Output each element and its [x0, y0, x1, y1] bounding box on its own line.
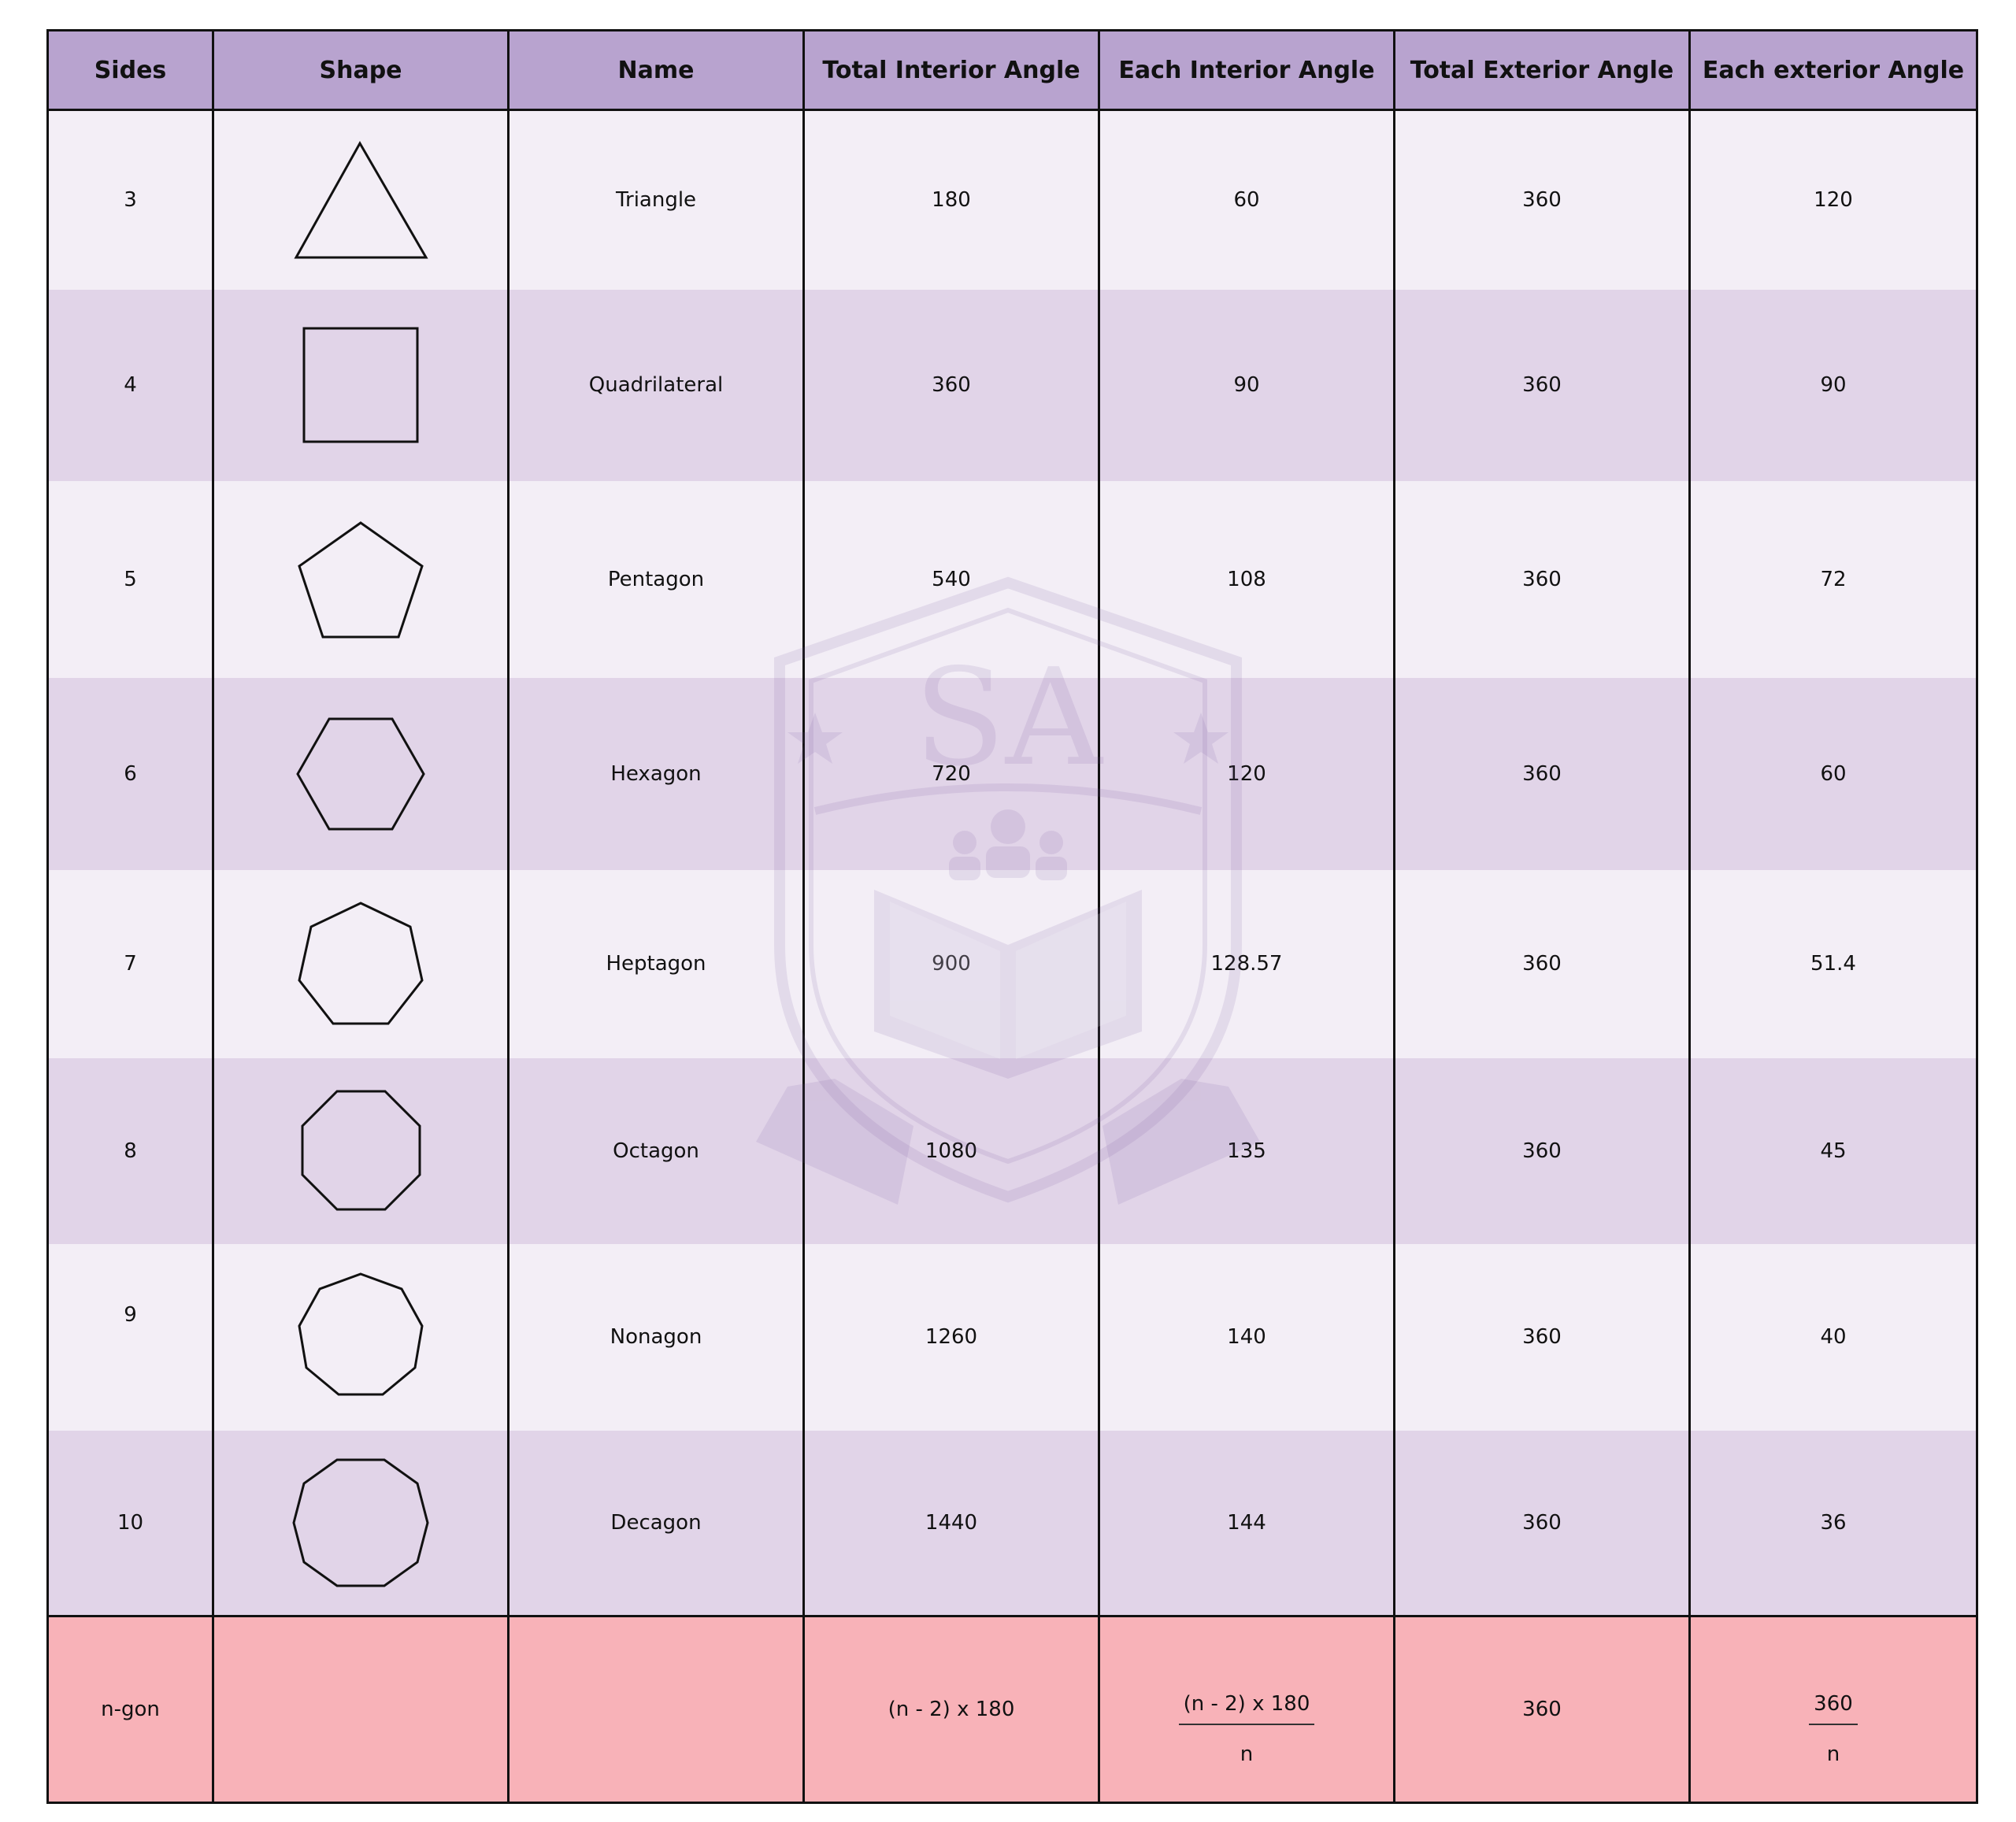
- total-interior-formula: (n - 2) x 180: [802, 1615, 1100, 1804]
- sides-cell: n-gon: [46, 1615, 214, 1804]
- each-exterior-cell: 40: [1688, 1243, 1978, 1431]
- fraction: (n - 2) x 180 n: [1178, 1692, 1315, 1766]
- header-each-exterior-angle: Each exterior Angle: [1688, 29, 1978, 111]
- shape-cell: [212, 289, 510, 481]
- total-exterior-cell: 360: [1393, 1430, 1691, 1617]
- total-exterior-cell: 360: [1393, 677, 1691, 870]
- name-cell: Hexagon: [507, 677, 805, 870]
- total-interior-cell: 180: [802, 109, 1100, 290]
- name-cell: Pentagon: [507, 480, 805, 678]
- total-exterior-cell: 360: [1393, 289, 1691, 481]
- header-total-exterior-angle: Total Exterior Angle: [1393, 29, 1691, 111]
- hexagon-shape: [296, 717, 425, 830]
- each-exterior-cell: 72: [1688, 480, 1978, 678]
- total-interior-cell: 1260: [802, 1243, 1100, 1431]
- each-interior-cell: 144: [1098, 1430, 1395, 1617]
- each-exterior-formula: 360 n: [1688, 1615, 1978, 1804]
- formula-row: n-gon (n - 2) x 180 (n - 2) x 180 n 360 …: [46, 1615, 1978, 1804]
- sides-cell: 6: [46, 677, 214, 870]
- sides-cell: 3: [46, 109, 214, 290]
- pentagon-shape: [298, 520, 424, 638]
- total-interior-cell: 1080: [802, 1057, 1100, 1244]
- name-cell: Decagon: [507, 1430, 805, 1617]
- sides-cell: 4: [46, 289, 214, 481]
- shape-cell: [212, 480, 510, 678]
- table-row: 7 Heptagon 900 128.57 360 51.4: [46, 869, 1978, 1058]
- name-cell: Quadrilateral: [507, 289, 805, 481]
- nonagon-shape: [298, 1272, 424, 1396]
- name-cell: Heptagon: [507, 869, 805, 1058]
- polygon-angles-table: Sides Shape Name Total Interior Angle Ea…: [46, 29, 1978, 1804]
- table-row: 4 Quadrilateral 360 90 360 90: [46, 289, 1978, 481]
- each-interior-cell: 140: [1098, 1243, 1395, 1431]
- each-interior-cell: 135: [1098, 1057, 1395, 1244]
- fraction-numerator: 360: [1809, 1692, 1858, 1725]
- header-row: Sides Shape Name Total Interior Angle Ea…: [46, 29, 1978, 111]
- table-row: 8 Octagon 1080 135 360 45: [46, 1057, 1978, 1244]
- each-exterior-cell: 120: [1688, 109, 1978, 290]
- square-shape: [302, 327, 419, 443]
- fraction-denominator: n: [1826, 1742, 1840, 1766]
- header-total-interior-angle: Total Interior Angle: [802, 29, 1100, 111]
- shape-cell: [212, 109, 510, 290]
- total-interior-cell: 900: [802, 869, 1100, 1058]
- sides-cell: 8: [46, 1057, 214, 1244]
- each-exterior-cell: 51.4: [1688, 869, 1978, 1058]
- total-exterior-cell: 360: [1393, 109, 1691, 290]
- heptagon-shape: [298, 901, 424, 1024]
- each-interior-formula: (n - 2) x 180 n: [1098, 1615, 1395, 1804]
- each-interior-cell: 108: [1098, 480, 1395, 678]
- sides-cell: 5: [46, 480, 214, 678]
- shape-cell: [212, 1243, 510, 1431]
- each-exterior-cell: 45: [1688, 1057, 1978, 1244]
- shape-cell: [212, 869, 510, 1058]
- table-row: 6 Hexagon 720 120 360 60: [46, 677, 1978, 870]
- table-row: 5 Pentagon 540 108 360 72: [46, 480, 1978, 678]
- each-exterior-cell: 60: [1688, 677, 1978, 870]
- table-row: 10 Decagon 1440 144 360 36: [46, 1430, 1978, 1617]
- name-cell: Triangle: [507, 109, 805, 290]
- octagon-shape: [301, 1090, 421, 1211]
- name-cell: Octagon: [507, 1057, 805, 1244]
- fraction-denominator: n: [1240, 1742, 1254, 1766]
- fraction: 360 n: [1809, 1692, 1858, 1766]
- total-interior-cell: 540: [802, 480, 1100, 678]
- decagon-shape: [292, 1458, 429, 1587]
- sides-cell: 10: [46, 1430, 214, 1617]
- each-interior-cell: 90: [1098, 289, 1395, 481]
- each-exterior-cell: 90: [1688, 289, 1978, 481]
- total-exterior-cell: 360: [1393, 480, 1691, 678]
- total-interior-cell: 1440: [802, 1430, 1100, 1617]
- shape-cell: [212, 1430, 510, 1617]
- total-interior-cell: 360: [802, 289, 1100, 481]
- each-interior-cell: 60: [1098, 109, 1395, 290]
- sides-cell: 9: [46, 1243, 214, 1431]
- header-sides: Sides: [46, 29, 214, 111]
- total-exterior-cell: 360: [1393, 1057, 1691, 1244]
- each-exterior-cell: 36: [1688, 1430, 1978, 1617]
- sides-cell: 7: [46, 869, 214, 1058]
- each-interior-cell: 120: [1098, 677, 1395, 870]
- header-each-interior-angle: Each Interior Angle: [1098, 29, 1395, 111]
- shape-cell: [212, 1615, 510, 1804]
- header-name: Name: [507, 29, 805, 111]
- fraction-numerator: (n - 2) x 180: [1178, 1692, 1315, 1725]
- total-exterior-cell: 360: [1393, 869, 1691, 1058]
- each-interior-cell: 128.57: [1098, 869, 1395, 1058]
- table-row: 3 Triangle 180 60 360 120: [46, 109, 1978, 290]
- name-cell: [507, 1615, 805, 1804]
- header-shape: Shape: [212, 29, 510, 111]
- shape-cell: [212, 1057, 510, 1244]
- triangle-shape: [294, 141, 428, 259]
- total-exterior-formula: 360: [1393, 1615, 1691, 1804]
- total-interior-cell: 720: [802, 677, 1100, 870]
- name-cell: Nonagon: [507, 1243, 805, 1431]
- table-row: 9 Nonagon 1260 140 360 40: [46, 1243, 1978, 1431]
- total-exterior-cell: 360: [1393, 1243, 1691, 1431]
- shape-cell: [212, 677, 510, 870]
